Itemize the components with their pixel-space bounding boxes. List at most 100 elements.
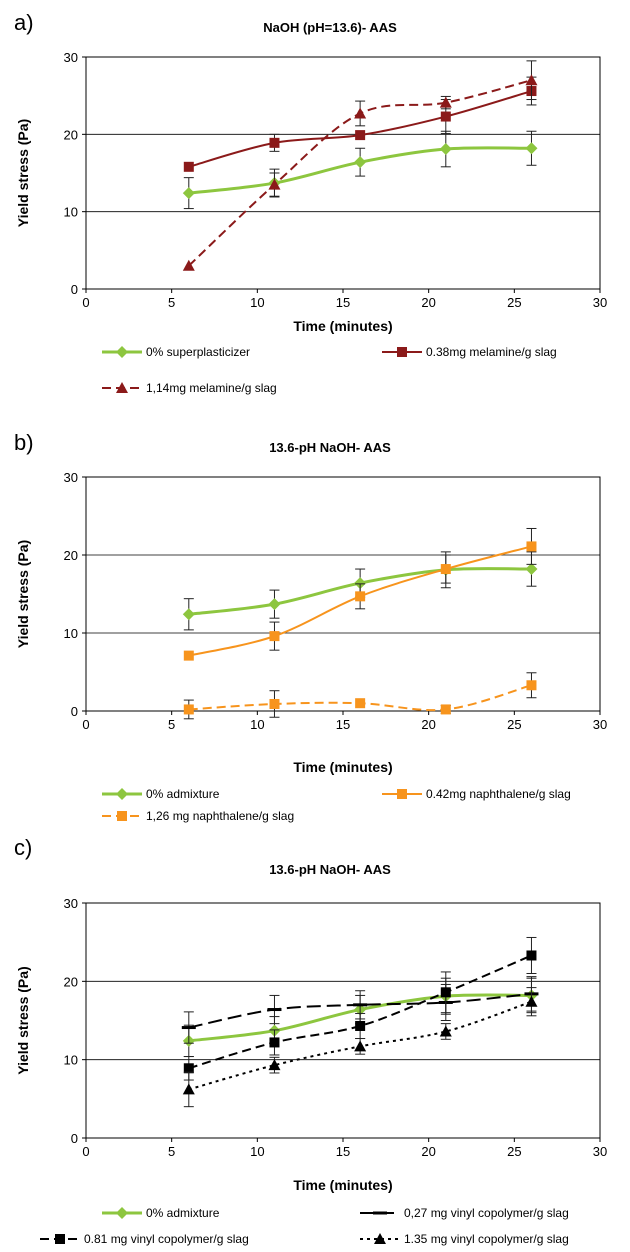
- legend-entry: 1,26 mg naphthalene/g slag: [102, 809, 294, 823]
- y-tick-label: 0: [71, 282, 78, 297]
- x-tick-label: 20: [421, 717, 435, 732]
- x-tick-label: 15: [336, 717, 350, 732]
- data-point: [268, 1059, 281, 1071]
- y-axis-label: Yield stress (Pa): [15, 119, 31, 227]
- x-tick-label: 25: [507, 295, 521, 310]
- legend-label: 1,14mg melamine/g slag: [146, 381, 277, 395]
- legend-label: 0,27 mg vinyl copolymer/g slag: [404, 1206, 569, 1220]
- legend-entry: 0% admixture: [102, 1206, 220, 1220]
- data-point: [440, 987, 451, 998]
- data-point: [525, 142, 538, 155]
- data-point: [269, 137, 280, 148]
- x-tick-label: 5: [168, 1144, 175, 1159]
- legend-swatch-marker: [374, 1233, 386, 1244]
- data-series: [182, 130, 538, 210]
- chart-title: NaOH (pH=13.6)- AAS: [263, 20, 397, 35]
- legend-label: 1.35 mg vinyl copolymer/g slag: [404, 1232, 569, 1246]
- chart-panel: a) NaOH (pH=13.6)- AAS 0 10 20 30 0 5 10 15 20 25 30…: [14, 10, 607, 395]
- y-tick-label: 0: [71, 1131, 78, 1146]
- data-point: [526, 950, 537, 961]
- data-point: [183, 1063, 194, 1074]
- data-point: [440, 704, 451, 715]
- y-tick-label: 30: [64, 470, 78, 485]
- panel-label: c): [14, 835, 32, 860]
- legend-label: 0.81 mg vinyl copolymer/g slag: [84, 1232, 249, 1246]
- data-point: [440, 111, 451, 122]
- legend-label: 0% admixture: [146, 787, 220, 801]
- data-point: [354, 156, 367, 169]
- data-point: [182, 1083, 195, 1095]
- legend-swatch-marker: [116, 382, 128, 393]
- data-point: [526, 680, 537, 691]
- chart-panel: c) 13.6-pH NaOH- AAS 0 10 20 30 0 5 10 15 20 25 30 Ti…: [14, 835, 607, 1246]
- x-tick-label: 5: [168, 295, 175, 310]
- data-series: [183, 527, 537, 661]
- chart-title: 13.6-pH NaOH- AAS: [269, 862, 391, 877]
- legend-entry: 1.35 mg vinyl copolymer/g slag: [360, 1232, 569, 1246]
- data-point: [183, 161, 194, 172]
- legend-entry: 0% superplasticizer: [102, 345, 250, 359]
- panel-label: a): [14, 10, 34, 35]
- x-tick-label: 25: [507, 717, 521, 732]
- data-point: [525, 74, 538, 86]
- y-tick-label: 30: [64, 896, 78, 911]
- legend-swatch-marker: [397, 789, 407, 799]
- x-axis-label: Time (minutes): [293, 318, 392, 334]
- legend-swatch-marker: [397, 347, 407, 357]
- data-point: [183, 650, 194, 661]
- data-point: [355, 130, 366, 141]
- data-point: [269, 631, 280, 642]
- x-tick-label: 20: [421, 1144, 435, 1159]
- legend-swatch-marker: [116, 1207, 128, 1219]
- data-point: [269, 1037, 280, 1048]
- data-point: [182, 187, 195, 200]
- plot-frame: [85, 56, 601, 290]
- data-point: [439, 143, 452, 156]
- legend-swatch-marker: [116, 346, 128, 358]
- plot-frame: [85, 476, 601, 712]
- legend-label: 0% admixture: [146, 1206, 220, 1220]
- legend-label: 0.38mg melamine/g slag: [426, 345, 557, 359]
- legend-entry: 0% admixture: [102, 787, 220, 801]
- data-point: [525, 563, 538, 576]
- y-tick-label: 10: [64, 626, 78, 641]
- y-tick-label: 10: [64, 205, 78, 220]
- legend-swatch-marker: [117, 811, 127, 821]
- data-point: [354, 577, 367, 590]
- data-point: [183, 704, 194, 715]
- legend-swatch-marker: [55, 1234, 65, 1244]
- legend-label: 0.42mg naphthalene/g slag: [426, 787, 571, 801]
- x-tick-label: 15: [336, 295, 350, 310]
- data-point: [182, 608, 195, 621]
- y-tick-label: 10: [64, 1053, 78, 1068]
- legend-entry: 0.81 mg vinyl copolymer/g slag: [40, 1232, 249, 1246]
- x-tick-label: 0: [82, 717, 89, 732]
- y-axis-label: Yield stress (Pa): [15, 540, 31, 648]
- data-series: [182, 987, 538, 1108]
- legend-entry: 0.42mg naphthalene/g slag: [382, 787, 571, 801]
- data-point: [355, 591, 366, 602]
- data-point: [525, 995, 538, 1007]
- legend-entry: 1,14mg melamine/g slag: [102, 381, 277, 395]
- x-tick-label: 10: [250, 1144, 264, 1159]
- chart-title: 13.6-pH NaOH- AAS: [269, 440, 391, 455]
- x-tick-label: 30: [593, 1144, 607, 1159]
- plot-frame: [85, 902, 601, 1139]
- chart-panel: b) 13.6-pH NaOH- AAS 0 10 20 30 0 5 10 15 20 25 30 Ti…: [14, 430, 607, 823]
- data-point: [440, 564, 451, 575]
- y-tick-label: 20: [64, 127, 78, 142]
- panel-label: b): [14, 430, 34, 455]
- x-tick-label: 10: [250, 295, 264, 310]
- data-series: [182, 60, 538, 271]
- data-series: [183, 936, 537, 1081]
- data-point: [269, 698, 280, 709]
- x-tick-label: 30: [593, 295, 607, 310]
- legend-label: 1,26 mg naphthalene/g slag: [146, 809, 294, 823]
- x-tick-label: 30: [593, 717, 607, 732]
- x-tick-label: 25: [507, 1144, 521, 1159]
- data-point: [354, 1040, 367, 1052]
- data-point: [439, 96, 452, 108]
- data-point: [439, 1025, 452, 1037]
- y-tick-label: 20: [64, 974, 78, 989]
